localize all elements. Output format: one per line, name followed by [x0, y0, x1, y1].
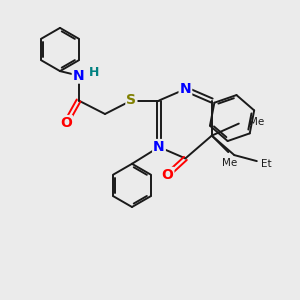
Text: O: O	[161, 168, 173, 182]
Text: N: N	[180, 82, 191, 96]
Text: H: H	[88, 66, 99, 79]
Text: Me: Me	[249, 117, 265, 127]
Text: Et: Et	[261, 159, 272, 169]
Text: N: N	[73, 69, 84, 82]
Text: N: N	[153, 140, 165, 154]
Text: O: O	[60, 116, 72, 130]
Text: Me: Me	[222, 158, 237, 168]
Text: S: S	[126, 94, 136, 107]
